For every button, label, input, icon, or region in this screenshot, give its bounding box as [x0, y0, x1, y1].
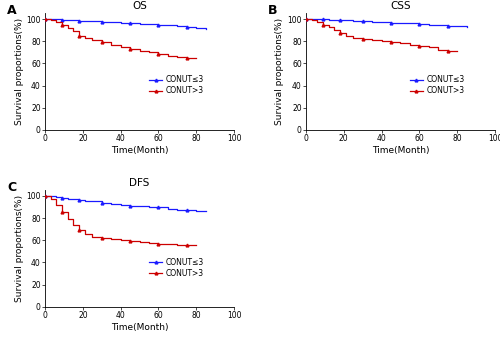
Text: B: B — [268, 4, 278, 17]
Title: CSS: CSS — [390, 1, 411, 11]
Text: A: A — [7, 4, 17, 17]
Title: DFS: DFS — [130, 178, 150, 188]
Title: OS: OS — [132, 1, 147, 11]
Y-axis label: Survival proportions(%): Survival proportions(%) — [14, 18, 24, 125]
X-axis label: Time(Month): Time(Month) — [111, 323, 168, 332]
Y-axis label: Survival proportions(%): Survival proportions(%) — [276, 18, 284, 125]
Legend: CONUT≤3, CONUT>3: CONUT≤3, CONUT>3 — [408, 74, 466, 97]
Y-axis label: Survival proportions(%): Survival proportions(%) — [14, 195, 24, 302]
Legend: CONUT≤3, CONUT>3: CONUT≤3, CONUT>3 — [147, 74, 205, 97]
X-axis label: Time(Month): Time(Month) — [111, 146, 168, 155]
X-axis label: Time(Month): Time(Month) — [372, 146, 429, 155]
Text: C: C — [7, 181, 16, 194]
Legend: CONUT≤3, CONUT>3: CONUT≤3, CONUT>3 — [147, 256, 205, 280]
